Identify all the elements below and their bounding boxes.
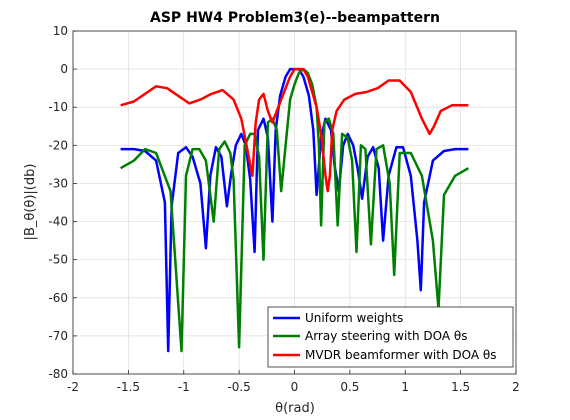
y-tick-label: 10 [53,24,68,38]
x-axis-ticks: -2 -1.5 -1 -0.5 0 0.5 1 1.5 2 [67,370,520,394]
y-tick-label: 0 [60,62,68,76]
legend-label-steering: Array steering with DOA θs [305,329,468,343]
series-line-2 [120,67,469,193]
legend: Uniform weights Array steering with DOA … [267,306,514,368]
x-axis-label: θ(rad) [275,401,315,416]
y-tick-label: -40 [48,215,68,229]
y-tick-label: -60 [48,291,68,305]
x-tick-label: 1.5 [451,380,470,394]
legend-label-uniform: Uniform weights [305,311,403,325]
y-tick-label: -30 [48,176,68,190]
x-tick-label: -0.5 [227,380,250,394]
x-tick-label: 1 [401,380,409,394]
y-tick-label: -50 [48,253,68,267]
x-tick-label: -1.5 [117,380,140,394]
series-lines [119,67,470,353]
x-tick-label: 0 [291,380,299,394]
series-line-1 [119,67,470,353]
y-tick-label: -10 [48,100,68,114]
y-axis-ticks: -80 -70 -60 -50 -40 -30 -20 -10 0 10 [48,24,77,381]
y-tick-label: -70 [48,329,68,343]
y-tick-label: -20 [48,138,68,152]
x-tick-label: -2 [67,380,79,394]
x-tick-label: 0.5 [340,380,359,394]
y-tick-label: -80 [48,367,68,381]
x-tick-label: -1 [178,380,190,394]
chart-title: ASP HW4 Problem3(e)--beampattern [150,10,440,26]
legend-label-mvdr: MVDR beamformer with DOA θs [305,348,496,362]
x-tick-label: 2 [512,380,520,394]
y-axis-label: |B_θ(θ)|(db) [23,164,38,241]
legend-box [267,306,514,368]
